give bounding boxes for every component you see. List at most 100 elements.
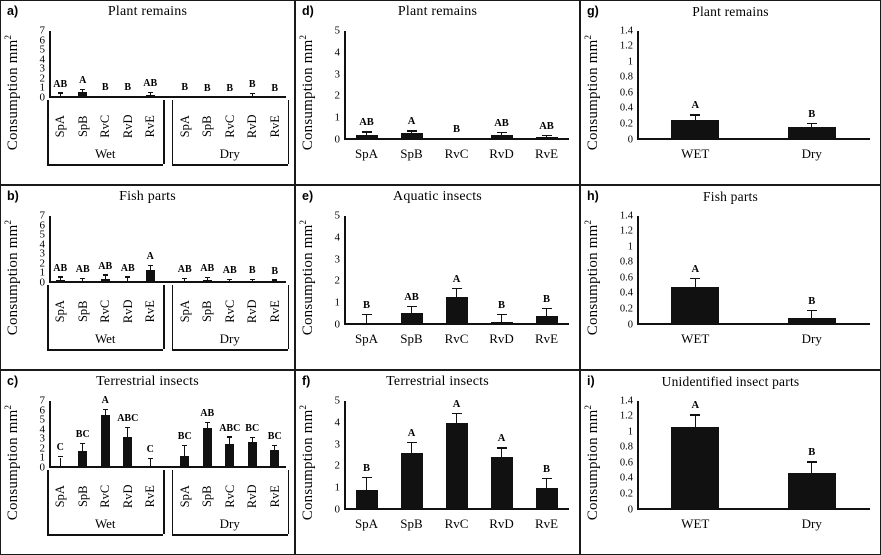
- y-axis-tick-label: 1: [334, 481, 341, 494]
- y-axis-tick-label: 0.2: [619, 118, 633, 130]
- y-axis-title: Consumption mm2: [581, 186, 606, 369]
- y-axis-tick-label: 4: [334, 416, 341, 429]
- error-bar-cap: [57, 276, 63, 278]
- error-bar: [184, 279, 186, 282]
- group-label: Dry: [219, 331, 240, 346]
- error-bar-cap: [182, 277, 188, 280]
- bar: [225, 281, 235, 283]
- error-bar-cap: [361, 131, 372, 133]
- bar: [145, 95, 155, 98]
- significance-label: A: [79, 75, 87, 87]
- y-axis-title-text: Consumption mm: [585, 409, 602, 521]
- y-axis-tick-label: 1: [39, 451, 46, 464]
- group-bracket-base: [47, 164, 164, 166]
- x-axis-category-label: SpB: [75, 485, 90, 508]
- panel-g: g) Plant remains Consumption mm2 0 0.2 0.4 0.6…: [580, 0, 881, 185]
- y-axis-tick-label: 0.2: [619, 488, 633, 500]
- error-bar: [104, 275, 106, 279]
- y-axis-tick-label: 6: [39, 404, 46, 417]
- x-axis-category-label: RvE: [534, 516, 559, 531]
- x-axis-category-label: RvC: [98, 299, 112, 323]
- significance-label: AB: [177, 264, 192, 276]
- bar: [355, 135, 378, 140]
- significance-label: BC: [75, 429, 90, 441]
- y-axis-title: Consumption mm2: [1, 186, 26, 369]
- y-axis-tick-label: 0.6: [619, 457, 633, 469]
- error-bar: [251, 280, 253, 282]
- y-axis-tick-label: 0.8: [619, 256, 633, 268]
- y-axis-tick-label: 3: [334, 68, 341, 81]
- error-bar-cap: [451, 288, 462, 290]
- group-label: Wet: [94, 516, 116, 531]
- group-label: Dry: [219, 516, 240, 531]
- significance-label: C: [56, 442, 64, 454]
- group-bracket-edge: [287, 100, 290, 164]
- bar: [78, 281, 88, 283]
- error-bar: [545, 309, 548, 317]
- bar: [100, 415, 110, 468]
- bar: [202, 280, 212, 283]
- error-bar-cap: [690, 414, 701, 416]
- bar: [145, 269, 155, 283]
- error-bar-cap: [541, 134, 552, 137]
- y-axis-tick-label: 0: [39, 461, 46, 474]
- error-bar-cap: [147, 457, 153, 459]
- significance-label: AB: [200, 408, 215, 420]
- bar: [671, 286, 720, 325]
- bar: [145, 466, 155, 468]
- error-bar: [229, 437, 231, 445]
- group-bracket-base: [171, 164, 288, 166]
- significance-label: A: [691, 400, 700, 412]
- x-axis-category-label: RvD: [120, 484, 135, 509]
- error-bar-cap: [102, 95, 108, 98]
- error-bar-cap: [406, 305, 417, 308]
- significance-label: C: [146, 443, 154, 455]
- error-bar-cap: [272, 444, 278, 446]
- y-axis-tick-label: 4: [39, 53, 46, 66]
- significance-label: ABC: [219, 422, 241, 434]
- error-bar-cap: [806, 309, 817, 312]
- x-axis-category-label: RvE: [534, 331, 559, 346]
- bar: [180, 281, 190, 283]
- y-axis-tick-label: 2: [334, 459, 341, 472]
- x-axis-category-label: RvE: [267, 115, 282, 138]
- significance-label: B: [248, 265, 256, 277]
- error-bar-cap: [57, 456, 63, 458]
- error-bar: [410, 307, 413, 314]
- x-axis-line: [637, 508, 870, 510]
- panel-letter: g): [587, 4, 599, 18]
- x-axis-category-label: RvE: [267, 300, 282, 323]
- x-axis-category-label: Dry: [801, 146, 822, 161]
- bar: [78, 92, 88, 98]
- panel-h: h) Fish parts Consumption mm2 0 0.2 0.4 0.6 0.8…: [580, 185, 881, 370]
- group-bracket-edge: [163, 285, 165, 349]
- y-axis-line: [344, 31, 346, 140]
- x-axis-line: [49, 96, 286, 98]
- x-axis-category-label: RvD: [245, 299, 259, 324]
- x-axis-category-label: RvD: [489, 331, 514, 346]
- y-axis-title: Consumption mm2: [296, 1, 321, 184]
- bar: [535, 137, 558, 140]
- x-axis-category-label: SpB: [400, 516, 423, 531]
- error-bar-cap: [249, 92, 255, 95]
- error-bar-cap: [806, 122, 817, 125]
- y-axis-line: [344, 216, 346, 325]
- y-axis-tick-label: 0: [627, 133, 633, 145]
- group-bracket-edge: [171, 100, 174, 164]
- x-axis-category-label: WET: [681, 146, 710, 161]
- error-bar-cap: [690, 277, 701, 280]
- plot-area: 0 1 2 3 4 5 6 7 AB A B B AB B B B B B: [40, 25, 286, 103]
- bar: [787, 472, 836, 510]
- error-bar-cap: [361, 313, 372, 316]
- y-axis-tick-label: 6: [39, 34, 46, 47]
- error-bar-cap: [406, 130, 417, 132]
- x-axis-category-label: RvE: [267, 485, 282, 508]
- y-axis-tick-label: 1.4: [619, 394, 633, 406]
- significance-label: B: [497, 299, 506, 311]
- bar: [180, 455, 190, 468]
- significance-label: B: [808, 295, 816, 307]
- x-axis-category-label: SpA: [53, 485, 67, 508]
- error-bar-cap: [102, 408, 108, 411]
- bar: [123, 437, 133, 468]
- error-bar-cap: [361, 477, 372, 479]
